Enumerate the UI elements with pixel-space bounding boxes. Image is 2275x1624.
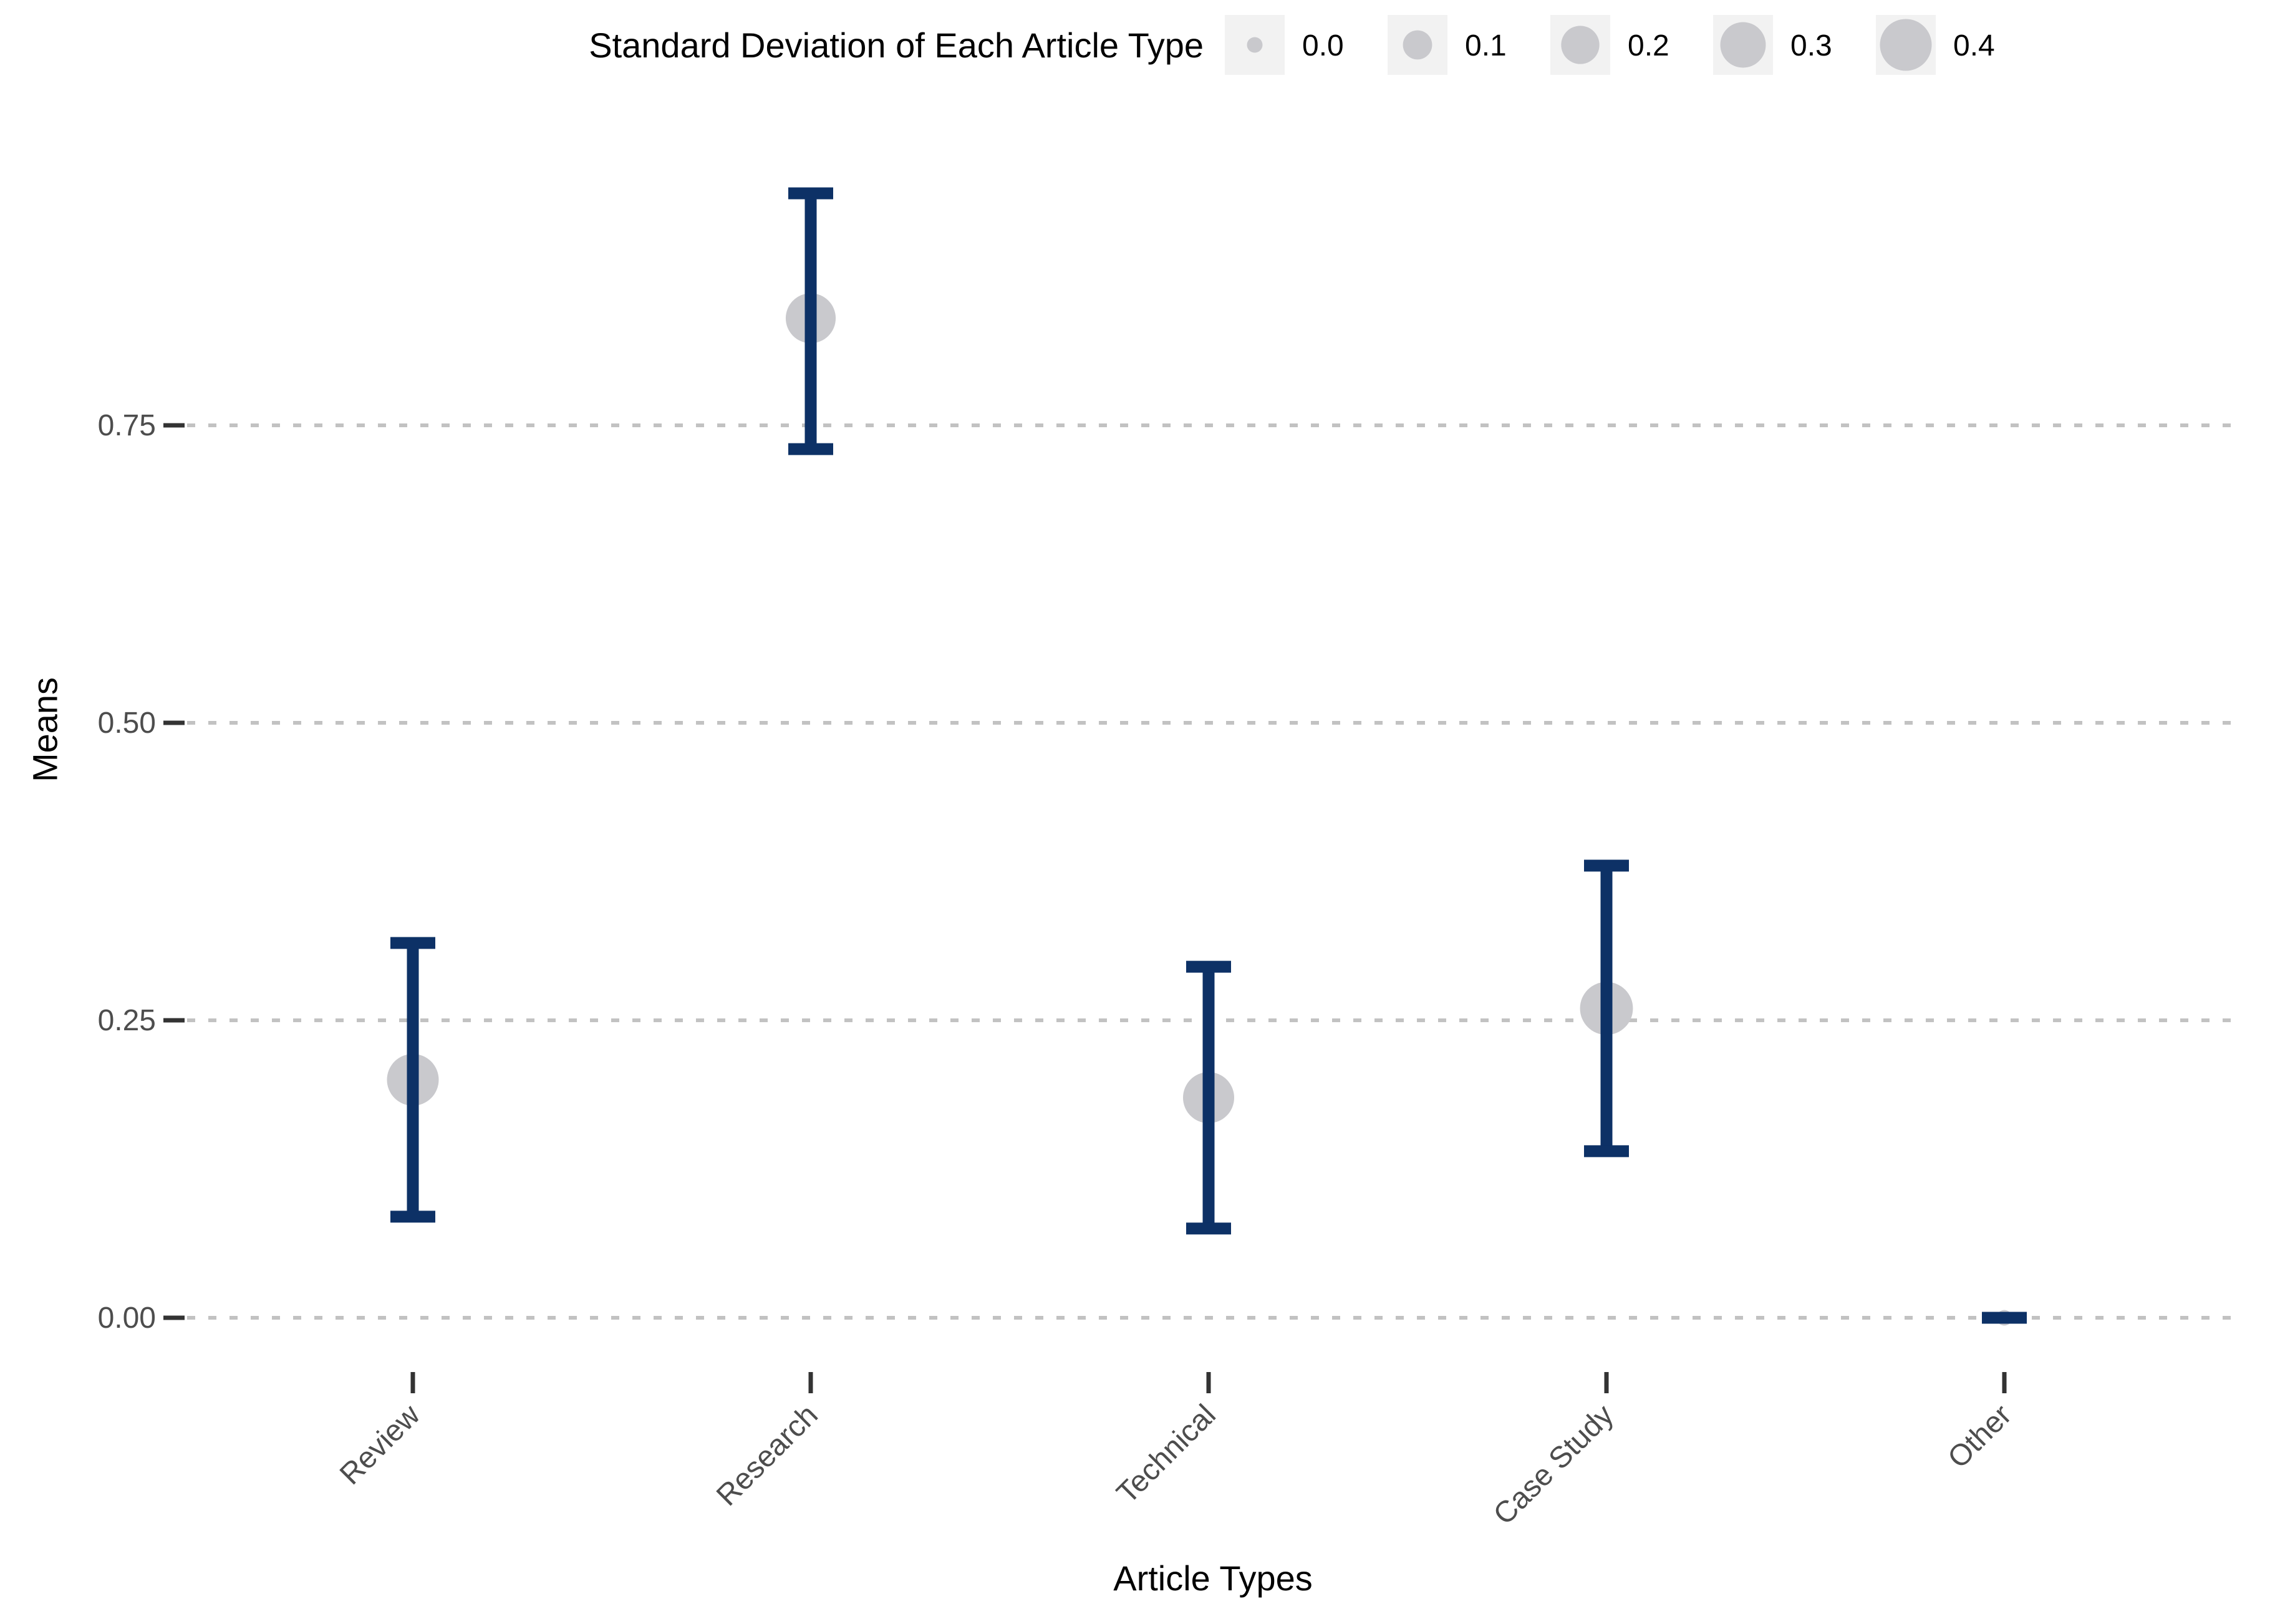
y-axis-title: Means <box>25 677 65 783</box>
x-axis-title: Article Types <box>1113 1559 1313 1598</box>
legend-key-circle-0.3 <box>1720 22 1766 68</box>
legend-title: Standard Deviation of Each Article Type <box>589 26 1204 65</box>
legend-size-label: 0.3 <box>1790 29 1832 62</box>
legend-key-circle-0.2 <box>1561 26 1600 64</box>
legend-size-label: 0.4 <box>1953 29 1995 62</box>
legend-size-label: 0.0 <box>1302 29 1344 62</box>
y-tick-label: 0.00 <box>98 1302 156 1335</box>
legend-key-circle-0.4 <box>1880 19 1932 71</box>
legend-size-label: 0.2 <box>1628 29 1669 62</box>
legend-size-label: 0.1 <box>1465 29 1507 62</box>
x-axis-category-label-research: Research <box>710 1398 824 1512</box>
x-axis-category-label-review: Review <box>334 1398 427 1491</box>
y-tick-label: 0.50 <box>98 707 156 740</box>
y-tick-label: 0.75 <box>98 409 156 442</box>
x-axis-category-label-case-study: Case Study <box>1487 1398 1620 1531</box>
legend-key-circle-0.1 <box>1403 30 1432 60</box>
x-axis-category-label-technical: Technical <box>1111 1398 1222 1510</box>
y-tick-label: 0.25 <box>98 1004 156 1037</box>
legend-key-circle-0.0 <box>1247 37 1263 53</box>
x-axis-category-label-other: Other <box>1941 1398 2017 1474</box>
